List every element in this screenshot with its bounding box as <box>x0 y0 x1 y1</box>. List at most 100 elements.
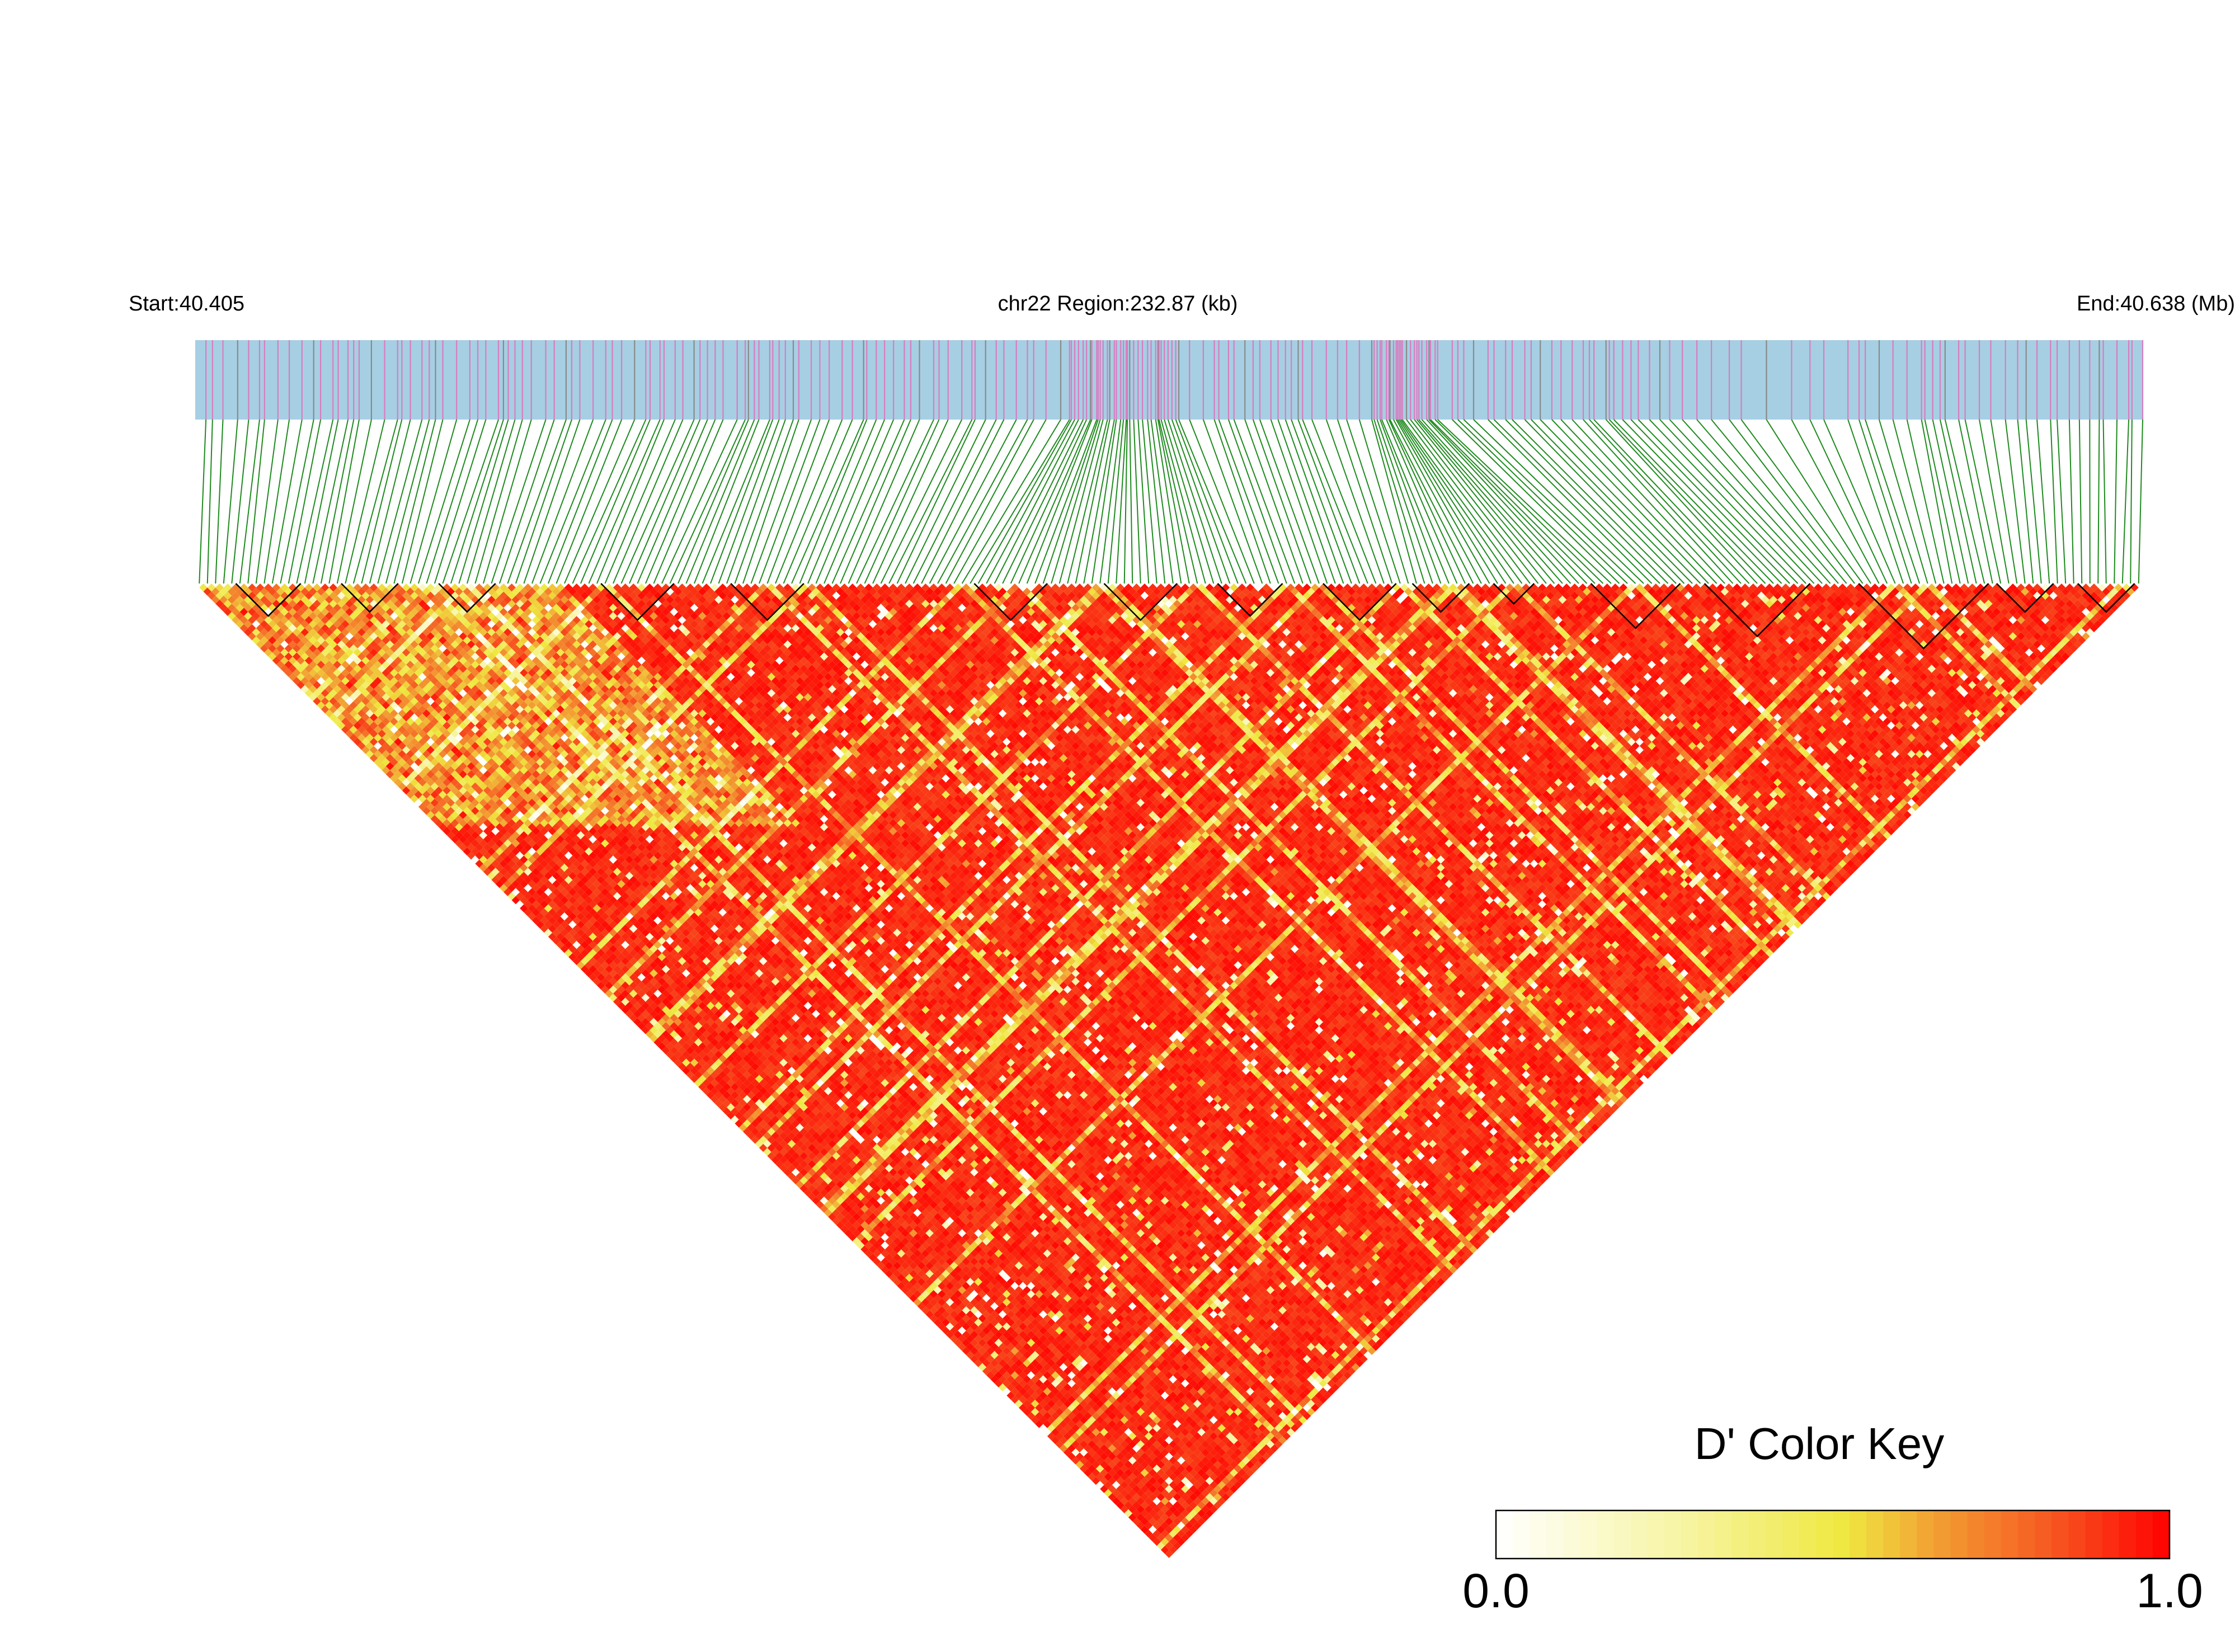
ld-cell <box>718 1087 727 1095</box>
ld-cell <box>228 604 236 612</box>
ld-cell <box>905 1289 914 1298</box>
ld-cell <box>966 1326 975 1335</box>
ld-cell <box>1152 1521 1161 1530</box>
ld-cell <box>1075 1452 1084 1461</box>
ld-cell <box>1075 1436 1084 1444</box>
ld-cell <box>1051 1411 1060 1420</box>
ld-cell <box>1051 1428 1060 1437</box>
ld-cell <box>357 742 366 750</box>
snp-connector <box>369 419 411 584</box>
ld-cell <box>1031 1399 1039 1408</box>
ld-cell <box>605 981 613 990</box>
ld-cell <box>621 1005 629 1014</box>
ld-cell <box>1108 1469 1117 1477</box>
ld-cell <box>568 936 577 945</box>
ld-cell <box>840 1208 849 1217</box>
snp-connector <box>1010 419 1088 584</box>
ld-cell <box>816 1201 825 1209</box>
snp-connector <box>580 419 651 584</box>
ld-cell <box>857 1225 865 1234</box>
ld-cell <box>589 957 597 966</box>
snp-connector <box>1613 419 1774 584</box>
snp-connector <box>1325 419 1385 584</box>
ld-cell <box>666 1042 674 1051</box>
snp-connector <box>352 419 398 584</box>
ld-cell <box>945 1314 954 1323</box>
ld-cell <box>893 1253 901 1262</box>
ld-cell <box>674 1058 683 1067</box>
ld-cell <box>893 1269 901 1278</box>
ld-cell <box>1047 1415 1056 1424</box>
ld-cell <box>974 1343 982 1351</box>
ld-cell <box>792 1176 800 1185</box>
ld-cell <box>1173 1533 1182 1542</box>
ld-cell <box>211 587 220 596</box>
snp-connector <box>1147 419 1166 584</box>
ld-cell <box>945 1330 954 1339</box>
snp-connector <box>304 419 339 584</box>
ld-cell <box>1112 1497 1121 1505</box>
ld-cell <box>1095 1481 1104 1489</box>
snp-connector <box>694 419 760 584</box>
ld-cell <box>848 1225 857 1234</box>
ld-cell <box>682 1050 690 1059</box>
ld-cell <box>905 1282 914 1290</box>
snp-connector <box>320 419 355 584</box>
ld-cell <box>637 1022 646 1030</box>
ld-cell <box>1027 1404 1036 1412</box>
snp-connector <box>653 419 724 584</box>
ld-cell <box>1035 1395 1043 1404</box>
snp-connector <box>977 419 1072 584</box>
ld-cell <box>479 855 488 864</box>
ld-cell <box>857 1241 865 1250</box>
ld-cell <box>479 863 488 872</box>
snp-connector <box>361 419 403 584</box>
ld-cell <box>677 1038 686 1047</box>
ld-cell <box>779 1164 788 1173</box>
ld-cell <box>751 1111 760 1120</box>
ld-cell <box>1120 1505 1128 1514</box>
ld-cell <box>986 1347 995 1356</box>
ld-cell <box>1128 1513 1137 1522</box>
ld-cell <box>1027 1387 1036 1396</box>
ld-cell <box>848 1217 857 1225</box>
ld-cell <box>1063 1448 1072 1457</box>
ld-cell <box>694 1079 703 1088</box>
snp-connector <box>872 419 949 584</box>
ld-cell <box>694 1071 703 1079</box>
ld-cell <box>657 1018 666 1027</box>
ld-cell <box>418 778 427 787</box>
snp-connector <box>1682 419 1831 584</box>
snp-connector <box>507 419 567 584</box>
ld-cell <box>479 831 488 840</box>
ld-cell <box>966 1350 975 1359</box>
ld-cell <box>982 1350 991 1359</box>
ld-cell <box>812 1172 820 1180</box>
ld-cell <box>860 1237 869 1246</box>
snp-connector <box>1393 419 1482 584</box>
ld-cell <box>966 1343 975 1351</box>
ld-cell <box>860 1245 869 1254</box>
snp-connector <box>1906 419 1945 584</box>
ld-cell <box>1108 1485 1117 1493</box>
snp-connector <box>831 419 905 584</box>
ld-cell <box>702 1079 711 1088</box>
ld-cell <box>905 1273 914 1282</box>
snp-connector <box>1399 419 1507 584</box>
ld-cell <box>909 1269 917 1278</box>
ld-cell <box>625 994 634 1002</box>
snp-connector <box>1649 419 1806 584</box>
ld-cell <box>803 1180 812 1189</box>
snp-connector <box>442 419 499 584</box>
ld-cell <box>868 1245 877 1254</box>
ld-cell <box>613 981 622 990</box>
snp-connector <box>1512 419 1677 584</box>
snp-connector <box>815 419 886 584</box>
ld-cell <box>743 1111 751 1120</box>
snp-connector <box>215 419 224 584</box>
ld-cell <box>1067 1436 1076 1444</box>
ld-cell <box>1055 1424 1064 1432</box>
ld-cell <box>738 1115 747 1124</box>
ld-cell <box>1075 1444 1084 1453</box>
snp-connector <box>1051 419 1101 584</box>
